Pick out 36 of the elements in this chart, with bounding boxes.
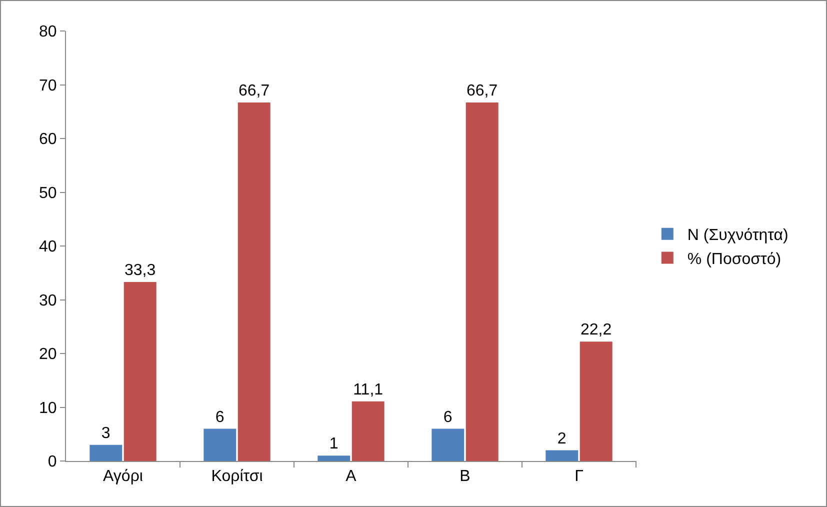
data-label: 33,3 <box>124 262 156 280</box>
data-label: 3 <box>101 424 110 442</box>
legend-label: N (Συχνότητα) <box>687 227 788 244</box>
bar <box>238 102 270 461</box>
y-tick-label: 40 <box>39 238 57 256</box>
bar <box>204 428 236 461</box>
y-tick-label: 0 <box>48 454 57 471</box>
bar <box>466 102 498 461</box>
y-tick-label: 30 <box>39 292 57 310</box>
data-label: 1 <box>329 436 338 453</box>
x-tick-label: Γ <box>574 468 584 486</box>
x-tick-label: Αγόρι <box>103 468 144 486</box>
x-tick-label: Α <box>346 468 357 486</box>
data-label: 11,1 <box>353 381 384 398</box>
y-tick-label: 10 <box>39 400 57 417</box>
bar <box>124 282 156 461</box>
bar <box>90 444 122 461</box>
y-tick-label: 20 <box>39 346 57 364</box>
data-label: 66,7 <box>466 82 498 100</box>
bar <box>352 401 384 461</box>
y-tick-label: 70 <box>39 77 57 94</box>
data-label: 6 <box>215 408 224 426</box>
data-label: 22,2 <box>580 322 612 339</box>
bar <box>318 456 350 461</box>
bar <box>580 342 612 461</box>
x-tick-label: Κορίτσι <box>211 468 264 486</box>
legend-label: % (Ποσοστό) <box>687 250 782 268</box>
data-label: 6 <box>443 408 452 426</box>
x-tick-label: Β <box>460 468 470 486</box>
data-label: 2 <box>557 430 566 448</box>
y-tick-label: 50 <box>39 184 57 202</box>
y-tick-label: 80 <box>39 24 57 41</box>
bar <box>546 450 578 461</box>
data-label: 66,7 <box>238 82 270 100</box>
y-tick-label: 60 <box>39 131 57 148</box>
bar <box>432 428 464 461</box>
